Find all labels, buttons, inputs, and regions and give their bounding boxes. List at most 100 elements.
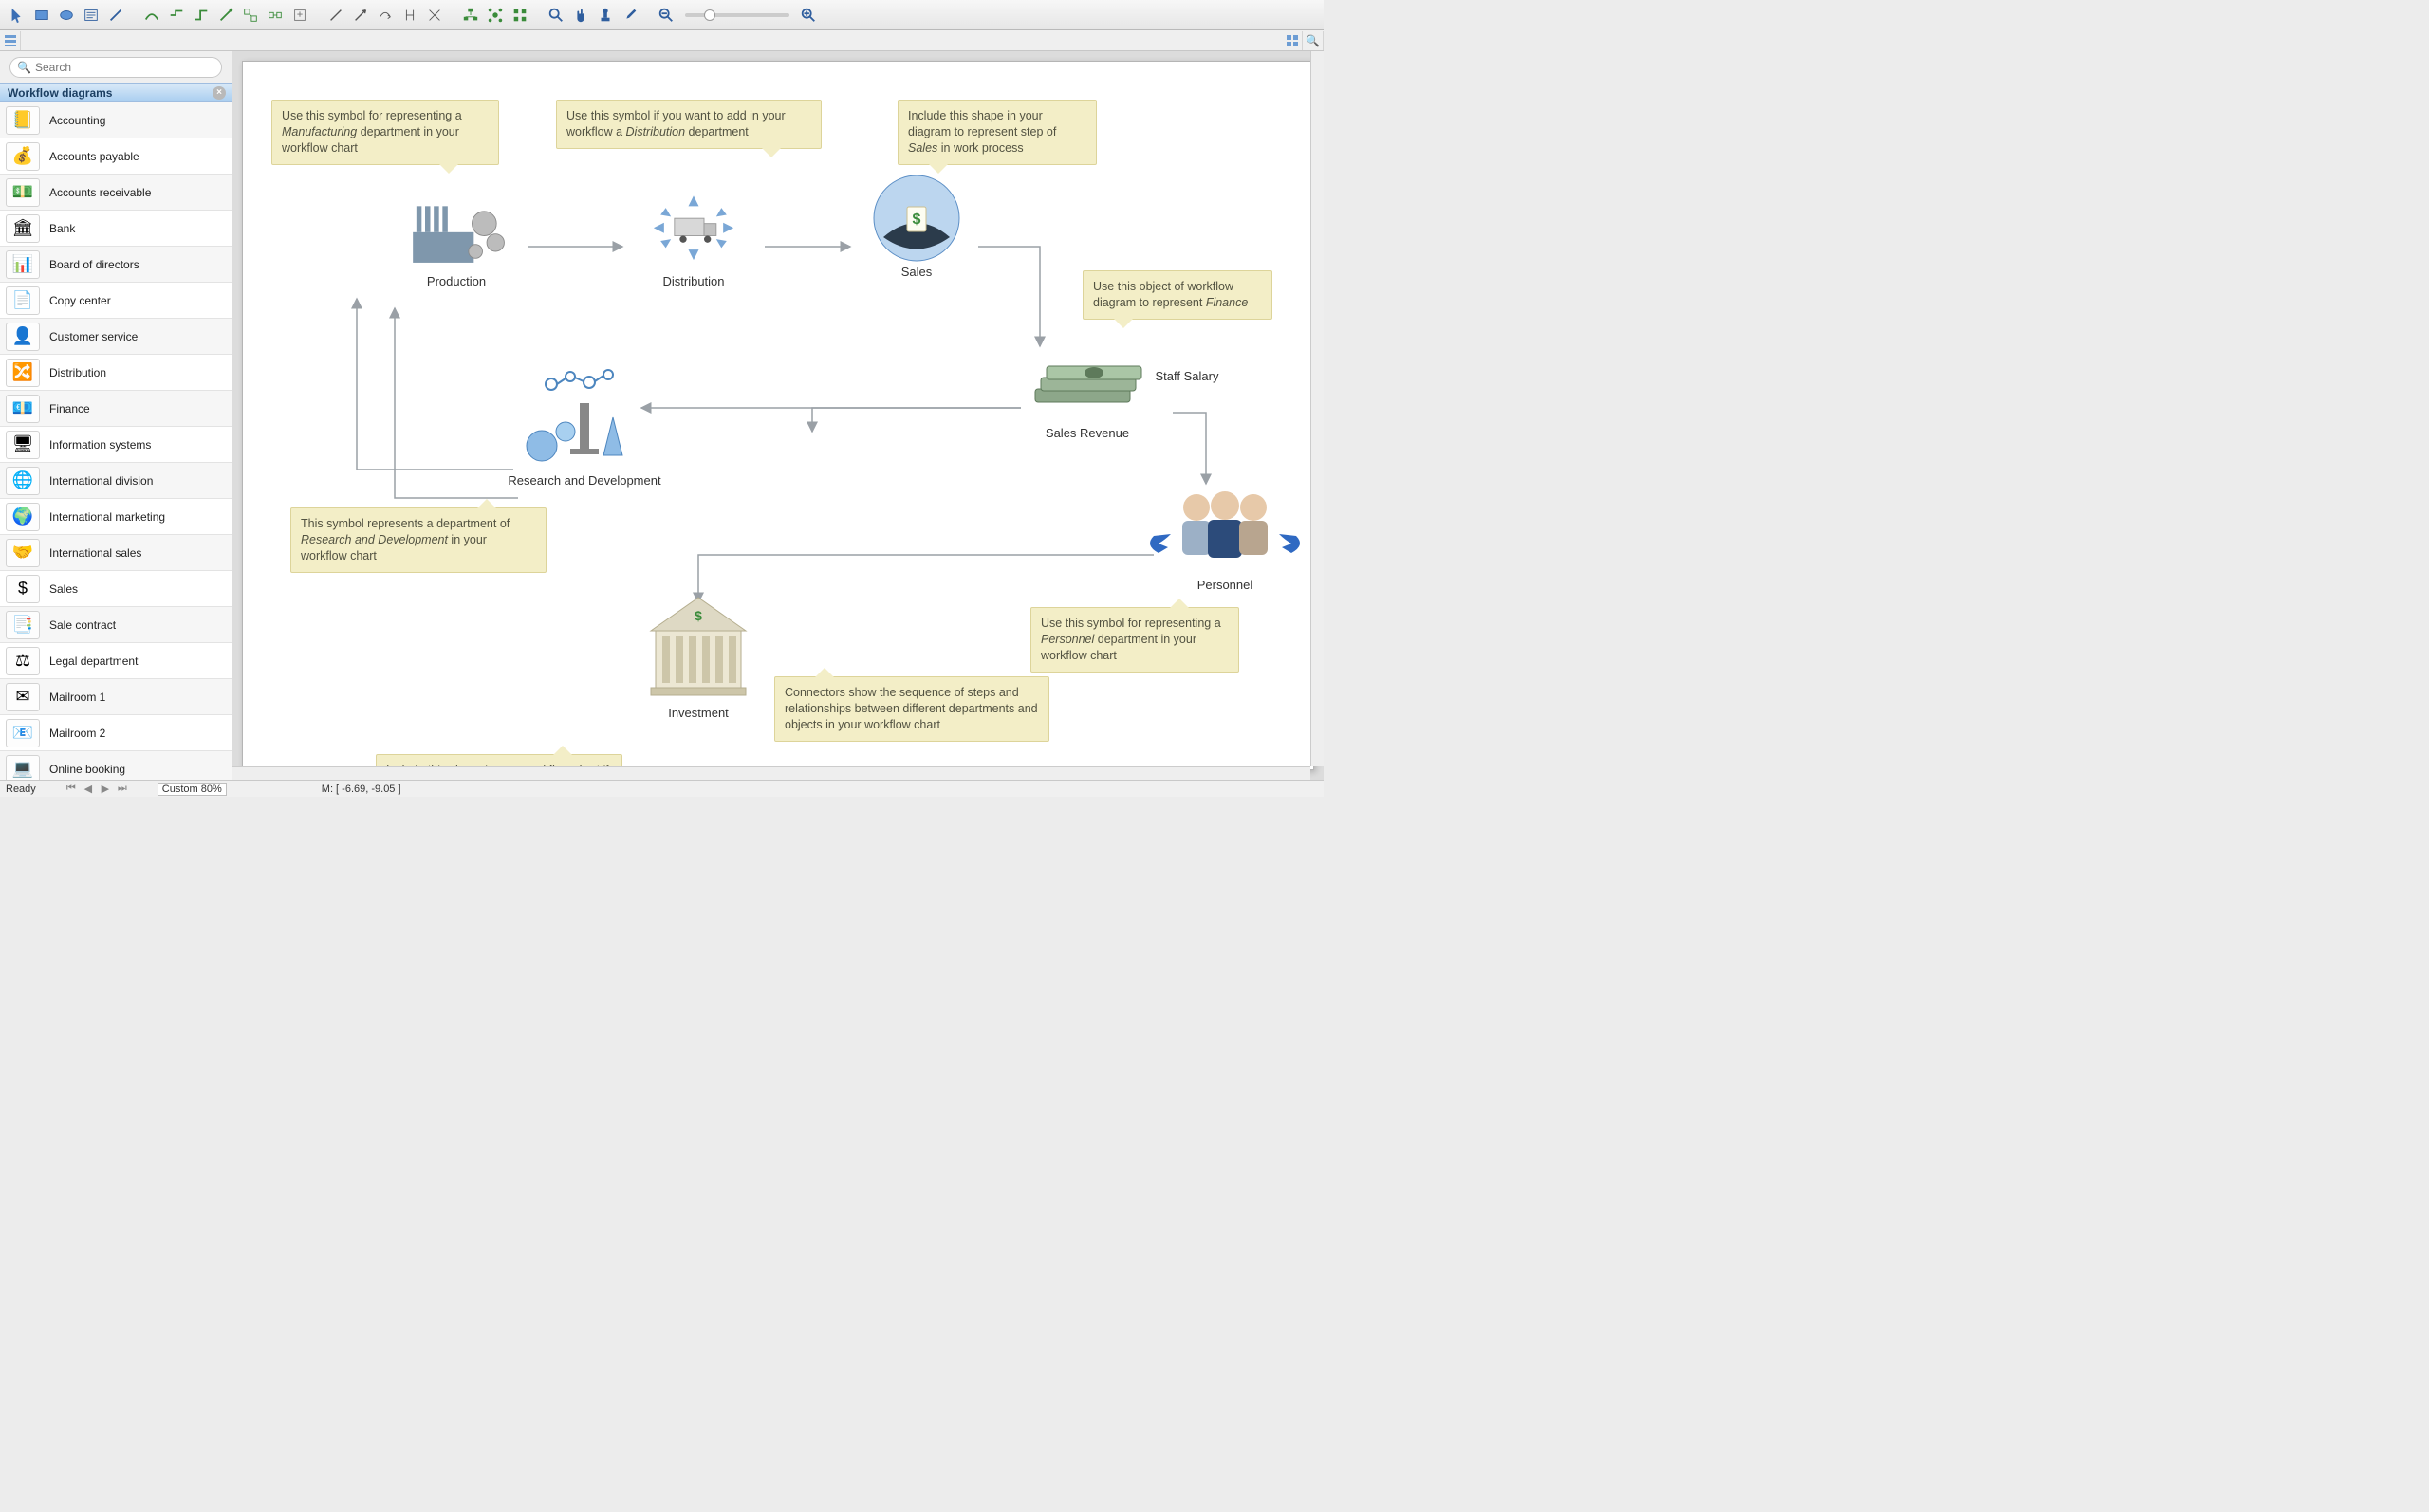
stencil-label: Legal department: [49, 655, 138, 668]
node-salary[interactable]: Staff Salary: [1130, 365, 1244, 383]
line-tool[interactable]: [104, 5, 127, 26]
connector-tool-1[interactable]: [140, 5, 163, 26]
zoom-slider[interactable]: [685, 13, 789, 17]
layout-tool-1[interactable]: [459, 5, 482, 26]
node-label: Distribution: [622, 274, 765, 288]
stencil-thumb-icon: 💰: [6, 142, 40, 171]
zoom-out-button[interactable]: [655, 5, 677, 26]
arrow-tool-4[interactable]: [399, 5, 421, 26]
stencil-item[interactable]: $Sales: [0, 571, 232, 607]
stencil-item[interactable]: 📧Mailroom 2: [0, 715, 232, 751]
node-label: Production: [385, 274, 528, 288]
stencil-item[interactable]: 🏛Bank: [0, 211, 232, 247]
zoom-slider-thumb[interactable]: [704, 9, 715, 21]
top-toolbar: [0, 0, 1324, 30]
zoom-readout[interactable]: Custom 80%: [158, 783, 227, 796]
connector-tool-5[interactable]: [239, 5, 262, 26]
stencil-item[interactable]: 📑Sale contract: [0, 607, 232, 643]
stencil-item[interactable]: 🔀Distribution: [0, 355, 232, 391]
stencil-item[interactable]: 💶 Finance: [0, 391, 232, 427]
people-icon: [1144, 479, 1306, 574]
node-personnel[interactable]: Personnel: [1135, 479, 1315, 592]
layout-tool-2[interactable]: [484, 5, 507, 26]
pointer-tool[interactable]: [6, 5, 28, 26]
export-tool[interactable]: [288, 5, 311, 26]
node-label: Sales Revenue: [1002, 426, 1173, 440]
pager-first-icon[interactable]: ⏮: [65, 783, 78, 795]
hand-tool[interactable]: [569, 5, 592, 26]
sidebar: 🔍 Workflow diagrams × 📒Accounting💰Accoun…: [0, 51, 232, 780]
stencil-label: International sales: [49, 546, 141, 560]
stencil-label: Sales: [49, 582, 78, 596]
stencil-thumb-icon: ✉: [6, 683, 40, 711]
stencil-thumb-icon: 💶: [6, 395, 40, 423]
layout-tool-3[interactable]: [509, 5, 531, 26]
node-production[interactable]: Production: [385, 185, 528, 288]
stencil-item[interactable]: 🤝International sales: [0, 535, 232, 571]
arrow-tool-5[interactable]: [423, 5, 446, 26]
close-icon[interactable]: ×: [213, 86, 226, 100]
stencil-item[interactable]: 📊Board of directors: [0, 247, 232, 283]
stencil-label: Sale contract: [49, 618, 116, 632]
arrow-tool-2[interactable]: [349, 5, 372, 26]
stencil-thumb-icon: 👤: [6, 323, 40, 351]
stencil-item[interactable]: ✉ Mailroom 1: [0, 679, 232, 715]
node-label: Investment: [622, 706, 774, 720]
node-rnd[interactable]: Research and Development: [480, 365, 689, 488]
stencil-label: Customer service: [49, 330, 138, 343]
stencil-item[interactable]: 💰Accounts payable: [0, 138, 232, 175]
stencil-label: Copy center: [49, 294, 111, 307]
stencil-item[interactable]: 💻Online booking: [0, 751, 232, 780]
stencil-item[interactable]: ⚖ Legal department: [0, 643, 232, 679]
search-icon: 🔍: [17, 61, 31, 74]
zoom-in-tool[interactable]: [545, 5, 567, 26]
stencil-thumb-icon: ⚖: [6, 647, 40, 675]
stencil-thumb-icon: 📒: [6, 106, 40, 135]
node-distribution[interactable]: Distribution: [622, 185, 765, 288]
canvas[interactable]: Production Distribution $ Sales Sales Re…: [242, 61, 1314, 770]
callout: Use this symbol if you want to add in yo…: [556, 100, 822, 149]
stencil-label: International division: [49, 474, 153, 488]
stencil-label: Finance: [49, 402, 90, 415]
microscope-icon: [513, 365, 656, 470]
bank-icon: $: [632, 588, 765, 702]
pager-prev-icon[interactable]: ◀: [82, 783, 95, 795]
callout: Connectors show the sequence of steps an…: [774, 676, 1049, 742]
factory-icon: [404, 185, 509, 270]
stencil-label: Accounting: [49, 114, 105, 127]
node-investment[interactable]: $ Investment: [622, 588, 774, 720]
arrow-tool-3[interactable]: [374, 5, 397, 26]
connector-tool-4[interactable]: [214, 5, 237, 26]
svg-text:$: $: [695, 608, 702, 623]
node-revenue[interactable]: Sales Revenue: [1002, 346, 1173, 440]
stencil-item[interactable]: 👤 Customer service: [0, 319, 232, 355]
node-sales[interactable]: $ Sales: [850, 175, 983, 279]
stencil-item[interactable]: 🖥Information systems: [0, 427, 232, 463]
rect-tool[interactable]: [30, 5, 53, 26]
pager-next-icon[interactable]: ▶: [99, 783, 112, 795]
connector-tool-2[interactable]: [165, 5, 188, 26]
search-input[interactable]: [9, 57, 222, 78]
horizontal-scrollbar[interactable]: [232, 766, 1310, 780]
panel-toggle-icon[interactable]: [0, 31, 21, 50]
stencil-item[interactable]: 🌍International marketing: [0, 499, 232, 535]
search-toggle-icon[interactable]: 🔍: [1303, 31, 1324, 50]
eyedropper-tool[interactable]: [619, 5, 641, 26]
zoom-in-button[interactable]: [797, 5, 820, 26]
stamp-tool[interactable]: [594, 5, 617, 26]
arrow-tool-1[interactable]: [324, 5, 347, 26]
page-navigator[interactable]: ⏮ ◀ ▶ ⏭: [65, 783, 129, 795]
vertical-scrollbar[interactable]: [1310, 51, 1324, 766]
svg-text:$: $: [913, 212, 921, 228]
connector-tool-3[interactable]: [190, 5, 213, 26]
stencil-item[interactable]: 📄Copy center: [0, 283, 232, 319]
ellipse-tool[interactable]: [55, 5, 78, 26]
stencil-item[interactable]: 📒 Accounting: [0, 102, 232, 138]
connector-tool-6[interactable]: [264, 5, 287, 26]
stencil-item[interactable]: 💵Accounts receivable: [0, 175, 232, 211]
pager-last-icon[interactable]: ⏭: [116, 783, 129, 795]
stencil-item[interactable]: 🌐International division: [0, 463, 232, 499]
text-tool[interactable]: [80, 5, 102, 26]
grid-view-icon[interactable]: [1282, 31, 1303, 50]
stencil-label: Mailroom 1: [49, 691, 105, 704]
